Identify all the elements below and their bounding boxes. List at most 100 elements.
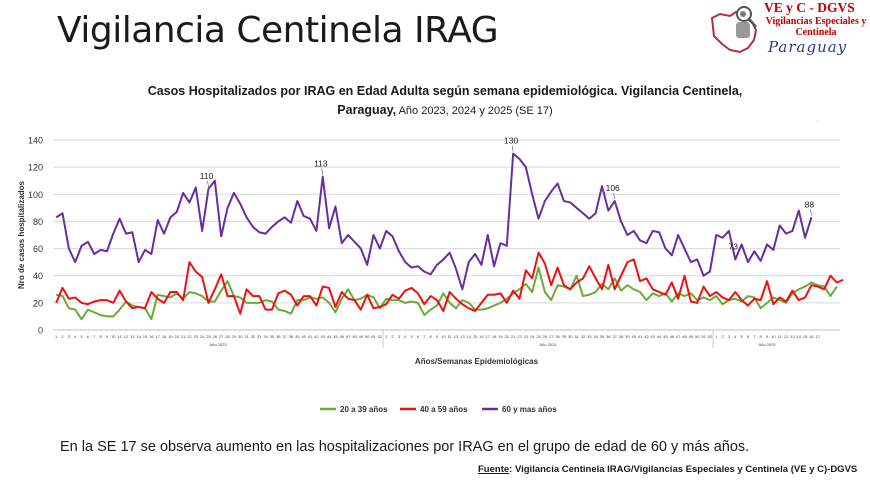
x-tick-label: 12	[454, 334, 459, 339]
x-tick-label: 5	[741, 334, 744, 339]
series-line-40-a-59-años	[55, 251, 844, 315]
x-tick-label: 2	[391, 334, 394, 339]
x-tick-label: 50	[365, 334, 370, 339]
x-tick-label: 17	[816, 334, 821, 339]
x-tick-label: 7	[93, 334, 96, 339]
data-label-leader	[207, 180, 209, 187]
y-tick-label: 20	[33, 298, 43, 308]
x-tick-label: 45	[333, 334, 338, 339]
x-tick-label: 49	[689, 334, 694, 339]
data-label-leader	[733, 251, 736, 258]
x-tick-label: 52	[708, 334, 713, 339]
x-tick-label: 25	[206, 334, 211, 339]
year-group-label: Año 2024	[539, 342, 557, 347]
x-tick-label: 10	[771, 334, 776, 339]
chart-title-line2-rest: Año 2023, 2024 y 2025 (SE 17)	[396, 105, 553, 117]
x-tick-label: 27	[219, 334, 224, 339]
x-tick-label: 10	[111, 334, 116, 339]
data-label: 73	[729, 241, 739, 251]
x-tick-label: 19	[168, 334, 173, 339]
x-tick-label: 13	[460, 334, 465, 339]
x-tick-label: 15	[473, 334, 478, 339]
x-tick-label: 11	[778, 334, 783, 339]
x-tick-label: 30	[238, 334, 243, 339]
x-tick-label: 46	[340, 334, 345, 339]
legend-label: 40 a 59 años	[420, 405, 468, 414]
x-tick-label: 18	[492, 334, 497, 339]
x-tick-label: 18	[162, 334, 167, 339]
x-tick-label: 41	[308, 334, 313, 339]
data-label-leader	[321, 168, 324, 175]
x-tick-label: 1	[55, 334, 58, 339]
x-tick-label: 6	[747, 334, 750, 339]
x-tick-label: 13	[130, 334, 135, 339]
y-tick-label: 120	[28, 163, 43, 173]
x-tick-label: 2	[61, 334, 64, 339]
x-axis-title: Años/Semanas Epidemiológicas	[415, 357, 539, 366]
legend-label: 60 y mas años	[502, 405, 557, 414]
x-tick-label: 33	[587, 334, 592, 339]
x-tick-label: 28	[555, 334, 560, 339]
x-tick-label: 51	[371, 334, 376, 339]
x-tick-label: 1	[715, 334, 718, 339]
x-tick-label: 36	[276, 334, 281, 339]
x-tick-label: 20	[175, 334, 180, 339]
series-line-20-a-39-años	[55, 266, 838, 321]
x-tick-label: 11	[448, 334, 453, 339]
y-tick-label: 0	[38, 326, 43, 336]
y-tick-label: 60	[33, 244, 43, 254]
x-tick-label: 8	[760, 334, 763, 339]
x-tick-label: 16	[809, 334, 814, 339]
x-tick-label: 9	[436, 334, 439, 339]
x-tick-label: 40	[301, 334, 306, 339]
x-tick-label: 13	[790, 334, 795, 339]
x-tick-label: 44	[657, 334, 662, 339]
x-tick-label: 43	[651, 334, 656, 339]
x-tick-label: 27	[549, 334, 554, 339]
data-label: 113	[314, 159, 328, 169]
x-tick-label: 34	[263, 334, 268, 339]
data-label: 106	[606, 183, 620, 193]
x-tick-label: 25	[536, 334, 541, 339]
x-tick-label: 32	[251, 334, 256, 339]
source-text: : Vigilancia Centinela IRAG/Vigilancias …	[509, 464, 858, 475]
x-tick-label: 34	[593, 334, 598, 339]
x-tick-label: 7	[753, 334, 756, 339]
x-tick-label: 28	[225, 334, 230, 339]
x-tick-label: 14	[466, 334, 471, 339]
x-tick-label: 6	[417, 334, 420, 339]
footnote: En la SE 17 se observa aumento en las ho…	[60, 439, 750, 455]
x-tick-label: 23	[524, 334, 529, 339]
x-tick-label: 12	[784, 334, 789, 339]
x-tick-label: 23	[194, 334, 199, 339]
ministry-logo	[710, 6, 758, 54]
x-tick-label: 35	[600, 334, 605, 339]
x-tick-label: 31	[244, 334, 249, 339]
x-tick-label: 17	[486, 334, 491, 339]
data-label: 83	[811, 120, 821, 122]
x-tick-label: 42	[314, 334, 319, 339]
chart-title-line1: Casos Hospitalizados por IRAG en Edad Ad…	[147, 84, 743, 98]
source-label: Fuente	[478, 464, 510, 475]
x-tick-label: 26	[543, 334, 548, 339]
x-tick-label: 38	[289, 334, 294, 339]
x-tick-label: 8	[430, 334, 433, 339]
magnifier-person-icon	[736, 6, 757, 38]
x-tick-label: 24	[200, 334, 205, 339]
y-tick-label: 100	[28, 190, 43, 200]
x-tick-label: 1	[385, 334, 388, 339]
x-tick-label: 47	[676, 334, 681, 339]
logo-title: VE y C - DGVS	[764, 0, 855, 15]
x-tick-label: 22	[517, 334, 522, 339]
x-tick-label: 16	[479, 334, 484, 339]
x-tick-label: 9	[766, 334, 769, 339]
logo-subtitle-line1: Vigilancias Especiales y	[765, 16, 867, 27]
x-tick-label: 29	[232, 334, 237, 339]
y-tick-label: 140	[28, 136, 43, 146]
x-tick-label: 4	[404, 334, 407, 339]
x-tick-label: 46	[670, 334, 675, 339]
data-label: 130	[504, 136, 518, 146]
x-tick-label: 49	[359, 334, 364, 339]
x-tick-label: 33	[257, 334, 262, 339]
x-tick-label: 4	[74, 334, 77, 339]
